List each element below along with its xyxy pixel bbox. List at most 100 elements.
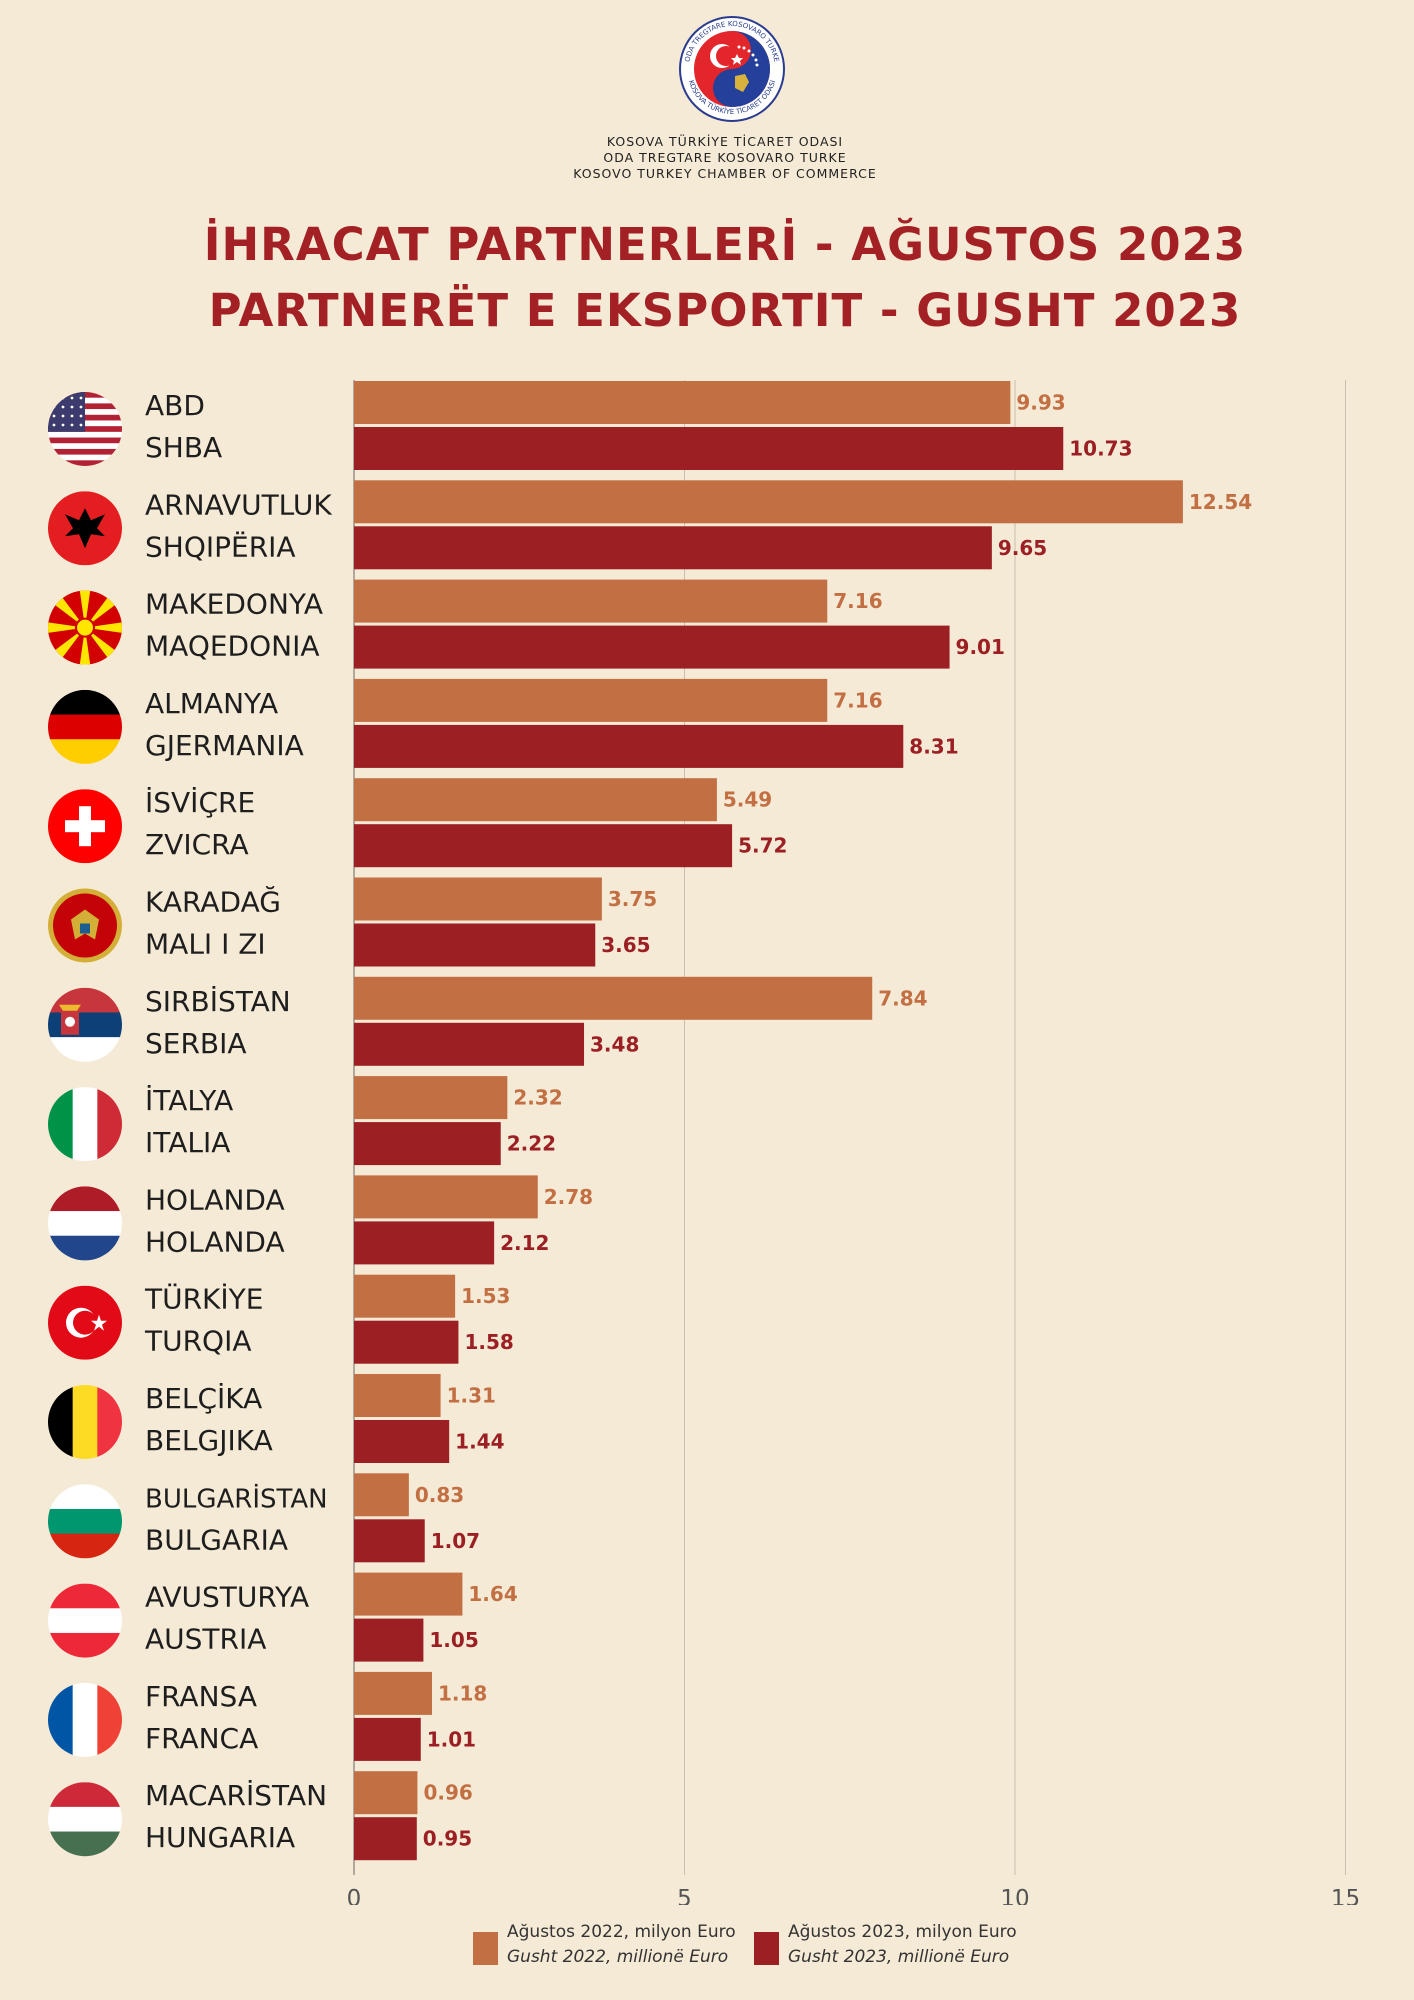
category-label-sq: TURQIA	[144, 1325, 252, 1358]
legend-swatch-2022	[473, 1932, 498, 1965]
category-label-tr: TÜRKİYE	[144, 1282, 263, 1316]
data-label: 9.65	[998, 536, 1047, 560]
bar-2022	[354, 480, 1183, 524]
category-label-tr: ABD	[145, 389, 205, 422]
bar-2023	[354, 1817, 417, 1861]
legend-item-2023: Ağustos 2023, milyon Euro Gusht 2023, mi…	[754, 1920, 1017, 1970]
data-label: 1.05	[429, 1628, 478, 1652]
category-label-tr: MAKEDONYA	[145, 588, 323, 621]
x-tick-label: 5	[677, 1886, 692, 1905]
data-label: 7.16	[833, 589, 882, 613]
category-label-tr: FRANSA	[145, 1680, 257, 1713]
category-label-sq: MAQEDONIA	[145, 630, 320, 663]
hungary-flag-icon	[48, 1782, 122, 1857]
bar-2022	[354, 877, 602, 921]
usa-flag-icon	[48, 392, 122, 466]
data-label: 2.22	[507, 1132, 556, 1156]
data-label: 1.44	[455, 1430, 504, 1454]
data-label: 7.84	[878, 986, 927, 1010]
category-label-tr: ALMANYA	[145, 687, 278, 720]
category-label-sq: FRANCA	[145, 1722, 258, 1755]
bar-2023	[354, 1717, 421, 1761]
category-label-sq: HOLANDA	[145, 1225, 285, 1258]
bar-2022	[354, 778, 717, 822]
category-label-tr: MACARİSTAN	[145, 1779, 327, 1812]
bar-2022	[354, 1374, 441, 1417]
title-line-2: PARTNERËT E EKSPORTIT - GUSHT 2023	[208, 284, 1242, 337]
category-label-sq: AUSTRIA	[145, 1623, 266, 1656]
data-label: 1.64	[468, 1582, 517, 1606]
bar-2022	[354, 678, 828, 722]
data-label: 0.96	[423, 1781, 472, 1805]
data-label: 12.54	[1189, 490, 1252, 514]
bar-2022	[354, 381, 1011, 424]
bar-2022	[354, 1175, 538, 1219]
legend-label-2022-tr: Ağustos 2022, milyon Euro	[507, 1922, 736, 1942]
data-label: 2.12	[500, 1231, 549, 1255]
serbia-flag-icon	[48, 987, 122, 1062]
category-label-sq: SHBA	[145, 431, 222, 464]
category-label-tr: SIRBİSTAN	[145, 985, 291, 1018]
category-label-tr: AVUSTURYA	[145, 1581, 309, 1614]
bar-2023	[354, 1519, 425, 1563]
org-name-en: KOSOVO TURKEY CHAMBER OF COMMERCE	[573, 166, 877, 181]
category-label-tr: İTALYA	[145, 1084, 233, 1117]
albania-flag-icon	[48, 491, 122, 566]
bar-2022	[354, 1771, 418, 1815]
bar-2023	[354, 1420, 450, 1463]
title-line-1: İHRACAT PARTNERLERİ - AĞUSTOS 2023	[203, 218, 1247, 271]
data-label: 8.31	[909, 734, 958, 758]
legend-label-2022-sq: Gusht 2022, millionë Euro	[507, 1947, 729, 1967]
data-label: 10.73	[1069, 437, 1132, 461]
category-label-sq: SERBIA	[145, 1027, 247, 1060]
france-flag-icon	[48, 1682, 122, 1757]
legend-label-2023-sq: Gusht 2023, millionë Euro	[788, 1947, 1010, 1967]
category-label-sq: MALI I ZI	[145, 928, 266, 961]
data-label: 0.95	[423, 1827, 472, 1851]
data-label: 3.65	[601, 933, 650, 957]
data-label: 1.07	[431, 1529, 480, 1553]
category-label-tr: ARNAVUTLUK	[145, 488, 332, 521]
data-label: 3.48	[590, 1032, 639, 1056]
category-label-sq: GJERMANIA	[145, 729, 304, 762]
data-label: 9.01	[956, 635, 1005, 659]
bar-2022	[354, 1473, 409, 1517]
category-label-tr: BELÇİKA	[145, 1382, 262, 1415]
x-tick-label: 0	[347, 1886, 362, 1905]
data-label: 1.53	[461, 1284, 510, 1308]
bar-2022	[354, 1671, 432, 1715]
data-label: 1.31	[447, 1384, 496, 1408]
bar-2023	[354, 1618, 424, 1662]
bar-2023	[354, 824, 733, 868]
data-label: 5.49	[723, 788, 772, 812]
data-label: 0.83	[415, 1483, 464, 1507]
bar-2023	[354, 923, 596, 967]
data-label: 2.32	[513, 1086, 562, 1110]
x-tick-label: 15	[1331, 1886, 1360, 1905]
bar-2023	[354, 1022, 585, 1066]
bar-2022	[354, 976, 873, 1020]
belgium-flag-icon	[48, 1385, 122, 1459]
bar-2023	[354, 625, 950, 669]
switzerland-flag-icon	[48, 789, 122, 864]
category-label-sq: HUNGARIA	[145, 1821, 295, 1854]
bar-2022	[354, 1076, 508, 1120]
bar-2023	[354, 1122, 501, 1166]
turkey-flag-icon	[48, 1285, 122, 1360]
bar-2023	[354, 1320, 459, 1364]
category-label-sq: SHQIPËRIA	[145, 530, 296, 563]
montenegro-flag-icon	[48, 888, 122, 963]
bar-2022	[354, 1572, 463, 1616]
category-label-tr: İSVİÇRE	[145, 786, 255, 819]
category-label-tr: HOLANDA	[145, 1183, 285, 1216]
italy-flag-icon	[48, 1087, 122, 1162]
category-label-sq: BELGJIKA	[145, 1424, 273, 1457]
legend-swatch-2023	[754, 1932, 779, 1965]
data-label: 2.78	[544, 1185, 593, 1209]
org-name-sq: ODA TREGTARE KOSOVARO TURKE	[603, 150, 847, 165]
data-label: 1.18	[438, 1681, 487, 1705]
legend-item-2022: Ağustos 2022, milyon Euro Gusht 2022, mi…	[473, 1920, 736, 1970]
bulgaria-flag-icon	[48, 1484, 122, 1559]
data-label: 9.93	[1016, 391, 1065, 415]
